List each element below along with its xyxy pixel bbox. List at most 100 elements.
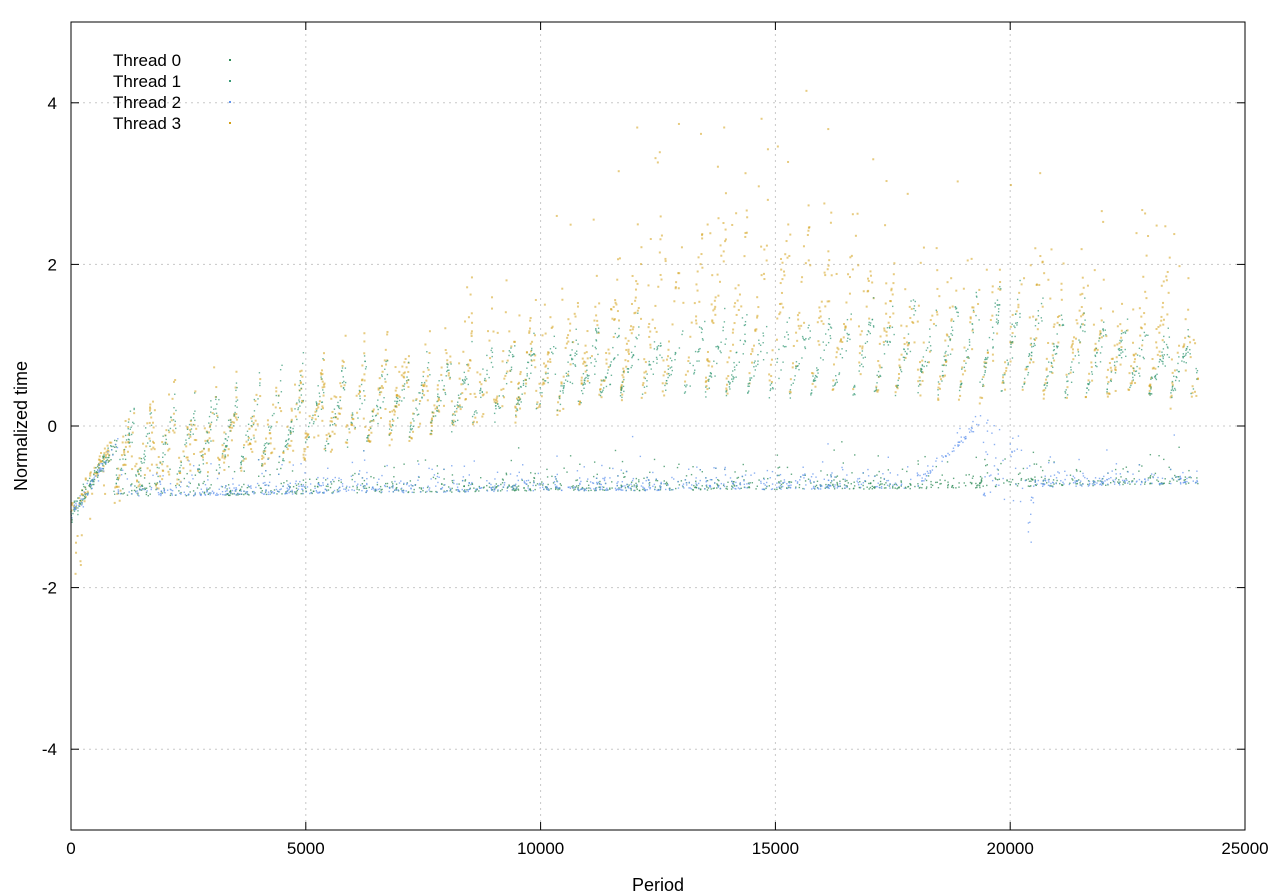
data-point: [762, 332, 764, 334]
data-point: [842, 336, 845, 339]
data-point: [444, 391, 446, 394]
data-point: [868, 317, 871, 320]
data-point: [1109, 366, 1112, 369]
data-point: [921, 371, 924, 374]
data-point: [621, 386, 623, 388]
data-point: [186, 459, 189, 462]
data-point: [491, 296, 494, 299]
data-point: [951, 326, 953, 328]
data-point: [1122, 479, 1124, 482]
data-point: [788, 254, 791, 257]
data-point: [848, 292, 851, 295]
data-point: [1101, 482, 1104, 485]
data-point: [1154, 374, 1157, 377]
data-point: [1151, 358, 1154, 361]
data-point: [1026, 365, 1028, 368]
data-point: [978, 402, 981, 405]
data-point: [941, 460, 943, 463]
data-point: [287, 442, 289, 445]
data-point: [235, 488, 238, 491]
data-point: [649, 343, 652, 346]
data-point: [842, 478, 844, 480]
data-point: [667, 348, 670, 351]
data-point: [1120, 476, 1122, 478]
data-point: [221, 490, 224, 493]
data-point: [820, 320, 823, 323]
data-point: [826, 486, 828, 488]
data-point: [1106, 388, 1108, 390]
data-point: [1122, 483, 1124, 486]
data-point: [558, 396, 561, 399]
data-point: [603, 387, 605, 389]
data-point: [499, 407, 502, 409]
data-point: [123, 451, 126, 454]
data-point: [319, 372, 322, 375]
data-point: [694, 486, 696, 489]
data-point: [433, 404, 436, 407]
data-point: [1119, 481, 1121, 483]
data-point: [275, 421, 278, 424]
data-point: [803, 321, 806, 324]
data-point: [1119, 473, 1122, 475]
data-point: [1034, 339, 1037, 342]
data-point: [372, 487, 375, 490]
data-point: [611, 481, 613, 483]
data-point: [369, 440, 372, 443]
data-point: [1027, 485, 1030, 487]
data-point: [725, 487, 727, 490]
data-point: [1082, 483, 1084, 485]
data-point: [351, 412, 354, 414]
data-point: [221, 456, 224, 459]
data-point: [868, 488, 870, 490]
data-point: [120, 454, 123, 457]
data-point: [636, 488, 638, 490]
data-point: [508, 354, 510, 357]
data-point: [370, 431, 373, 434]
data-point: [467, 316, 470, 319]
data-point: [925, 365, 928, 367]
data-point: [757, 306, 760, 309]
data-point: [667, 340, 670, 343]
data-point: [563, 385, 565, 387]
data-point: [444, 349, 447, 352]
data-point: [1120, 349, 1123, 351]
data-point: [343, 389, 346, 391]
data-point: [384, 465, 386, 468]
data-point: [1168, 336, 1171, 338]
data-point: [971, 329, 974, 332]
data-point: [572, 485, 574, 487]
data-point: [491, 489, 493, 491]
data-point: [885, 334, 888, 337]
data-point: [169, 468, 171, 470]
data-point: [486, 490, 489, 492]
data-point: [634, 288, 637, 291]
data-point: [595, 487, 597, 489]
data-point: [160, 494, 162, 497]
data-point: [430, 424, 433, 427]
data-point: [819, 488, 822, 490]
data-point: [262, 482, 264, 484]
data-point: [106, 459, 109, 461]
data-point: [1114, 468, 1117, 471]
data-point: [329, 486, 332, 489]
data-point: [1150, 473, 1153, 475]
data-point: [452, 421, 455, 424]
data-point: [930, 483, 932, 486]
series-3: [70, 89, 1200, 575]
data-point: [343, 384, 346, 387]
data-point: [732, 370, 734, 372]
data-point: [148, 409, 151, 412]
data-point: [496, 400, 499, 403]
data-point: [157, 491, 160, 494]
data-point: [356, 488, 358, 490]
data-point: [534, 488, 536, 491]
data-point: [844, 480, 847, 482]
data-point: [427, 485, 429, 487]
data-point: [706, 489, 709, 491]
data-point: [713, 467, 715, 469]
data-point: [229, 426, 232, 429]
data-point: [1096, 348, 1099, 351]
data-point: [649, 238, 652, 241]
data-point: [355, 394, 358, 397]
data-point: [503, 377, 506, 380]
